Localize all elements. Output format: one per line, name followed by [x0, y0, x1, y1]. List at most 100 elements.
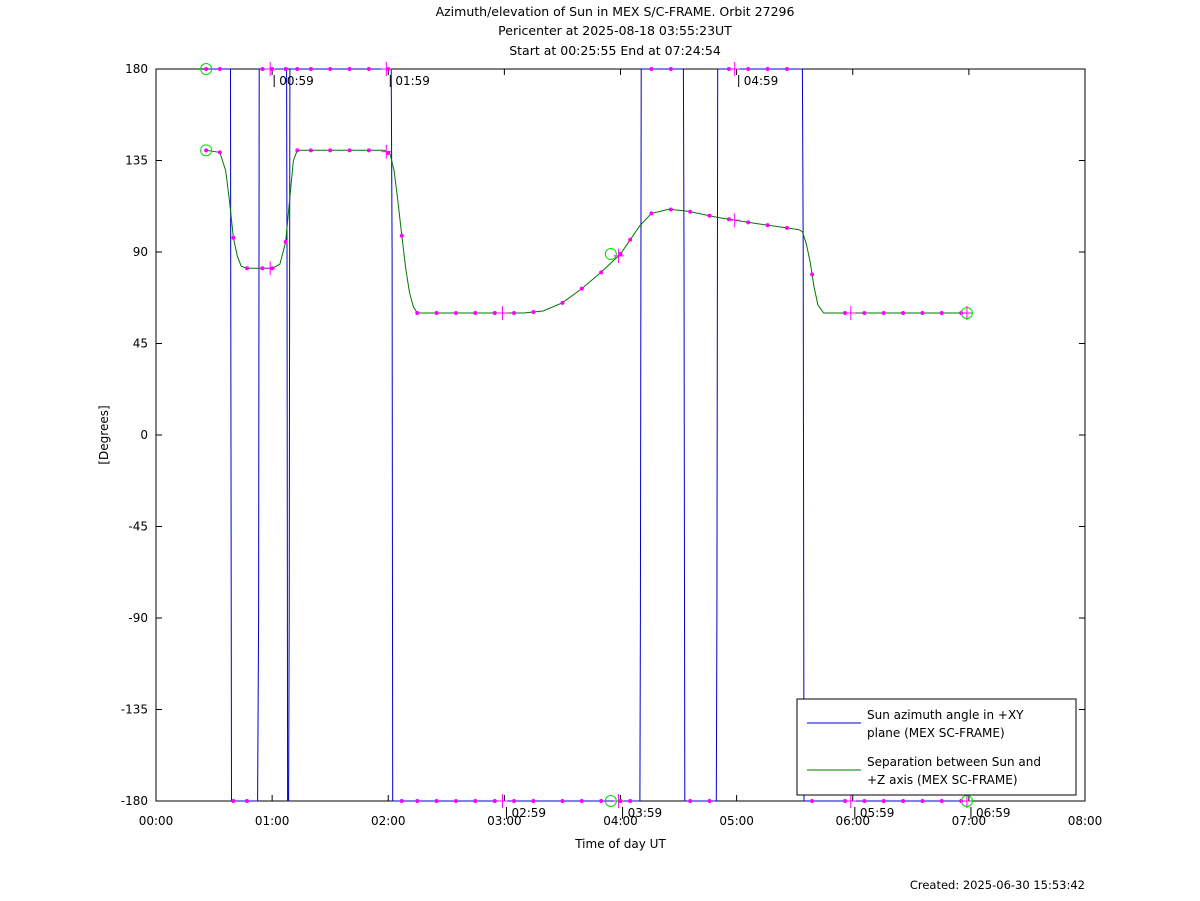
azimuth-marker-dot [939, 799, 944, 803]
azimuth-marker-dot [579, 799, 584, 803]
azimuth-marker-dot [901, 799, 906, 803]
hour-label: 00:59 [279, 74, 314, 88]
azimuth-marker-dot [920, 799, 925, 803]
created-timestamp: Created: 2025-06-30 15:53:42 [909, 878, 1085, 892]
plot-frame [155, 68, 1086, 802]
chart-subtitle-pericenter: Pericenter at 2025-08-18 03:55:23UT [498, 23, 732, 38]
separation-marker-dot [784, 225, 789, 230]
azimuth-marker-dot [726, 67, 731, 71]
azimuth-marker-dot [492, 799, 497, 803]
hour-label: 06:59 [976, 806, 1011, 820]
start-end-circle-marker [200, 144, 213, 157]
azimuth-marker-dot [473, 799, 478, 803]
legend-entry-label: Separation between Sun and [867, 755, 1041, 769]
azimuth-marker-dot [843, 799, 848, 803]
azimuth-marker-dot [560, 799, 565, 803]
azimuth-marker-dot [531, 799, 536, 803]
separation-marker-dot [415, 311, 420, 315]
azimuth-marker-dot [881, 799, 886, 803]
legend-box [796, 698, 1077, 796]
x-tick-label: 05:00 [719, 814, 754, 828]
separation-marker-dot [628, 237, 633, 242]
azimuth-marker-dot [260, 67, 265, 71]
hour-label: 05:59 [860, 806, 895, 820]
azimuth-marker-dot [765, 67, 770, 71]
legend-entry-label: +Z axis (MEX SC-FRAME) [867, 773, 1018, 787]
azimuth-marker-dot [599, 799, 604, 803]
separation-marker-dot [283, 239, 288, 244]
separation-marker-dot [347, 148, 352, 153]
azimuth-marker-dot [283, 67, 288, 71]
separation-marker-dot [688, 209, 693, 214]
separation-marker-dot [765, 223, 770, 228]
separation-marker-dot [473, 311, 478, 315]
separation-marker-dot [492, 311, 497, 315]
azimuth-marker-dot [512, 799, 517, 803]
separation-marker-dot [434, 311, 439, 315]
separation-marker-dot [901, 311, 906, 315]
y-tick-label: -180 [121, 794, 148, 808]
azimuth-marker-dot [862, 799, 867, 803]
y-axis-label: [Degrees] [97, 405, 111, 464]
x-tick-label: 08:00 [1068, 814, 1103, 828]
series-line-azimuth [206, 68, 967, 802]
separation-marker-dot [399, 233, 404, 238]
start-end-circle-marker [200, 63, 213, 75]
azimuth-marker-dot [295, 67, 300, 71]
azimuth-marker-dot [347, 67, 352, 71]
separation-marker-dot [668, 207, 673, 212]
separation-marker-dot [244, 266, 249, 271]
y-tick-label: 180 [125, 62, 148, 76]
separation-marker-dot [579, 286, 584, 291]
separation-marker-dot [531, 309, 536, 314]
azimuth-marker-dot [399, 799, 404, 803]
azimuth-marker-dot [308, 67, 313, 71]
chart-title: Azimuth/elevation of Sun in MEX S/C-FRAM… [435, 4, 795, 19]
separation-marker-dot [939, 311, 944, 315]
separation-marker-dot [649, 211, 654, 216]
separation-marker-dot [366, 148, 371, 153]
azimuth-marker-dot [810, 799, 815, 803]
separation-marker-dot [453, 311, 458, 315]
separation-marker-dot [512, 311, 517, 315]
hour-label: 03:59 [628, 806, 663, 820]
azimuth-marker-dot [628, 799, 633, 803]
azimuth-marker-dot [746, 67, 751, 71]
hour-label: 02:59 [511, 806, 546, 820]
x-tick-label: 04:00 [603, 814, 638, 828]
azimuth-marker-dot [668, 67, 673, 71]
x-tick-label: 01:00 [255, 814, 290, 828]
separation-marker-dot [260, 266, 265, 271]
azimuth-marker-dot [434, 799, 439, 803]
separation-marker-dot [560, 300, 565, 305]
separation-marker-dot [328, 148, 333, 153]
azimuth-marker-dot [415, 799, 420, 803]
series-line-separation [206, 149, 967, 314]
x-tick-label: 00:00 [139, 814, 174, 828]
azimuth-marker-dot [707, 799, 712, 803]
azimuth-marker-dot [688, 799, 693, 803]
azimuth-marker-dot [231, 799, 236, 803]
separation-marker-dot [810, 272, 815, 277]
azimuth-marker-dot [217, 67, 222, 71]
azimuth-marker-dot [366, 67, 371, 71]
y-tick-label: -135 [121, 703, 148, 717]
separation-marker-dot [843, 311, 848, 315]
separation-marker-dot [881, 311, 886, 315]
separation-marker-dot [862, 311, 867, 315]
x-tick-label: 06:00 [835, 814, 870, 828]
azimuth-marker-dot [649, 67, 654, 71]
separation-marker-dot [920, 311, 925, 315]
hour-label: 01:59 [395, 74, 430, 88]
x-tick-label: 03:00 [487, 814, 522, 828]
separation-marker-dot [217, 150, 222, 155]
azimuth-marker-dot [244, 799, 249, 803]
x-tick-label: 07:00 [952, 814, 987, 828]
separation-marker-dot [618, 252, 623, 257]
chart-subtitle-start-end: Start at 00:25:55 End at 07:24:54 [509, 43, 721, 58]
start-end-circle-marker [960, 307, 973, 319]
azimuth-marker-dot [328, 67, 333, 71]
y-tick-label: 45 [133, 337, 148, 351]
y-tick-label: 90 [133, 245, 148, 259]
